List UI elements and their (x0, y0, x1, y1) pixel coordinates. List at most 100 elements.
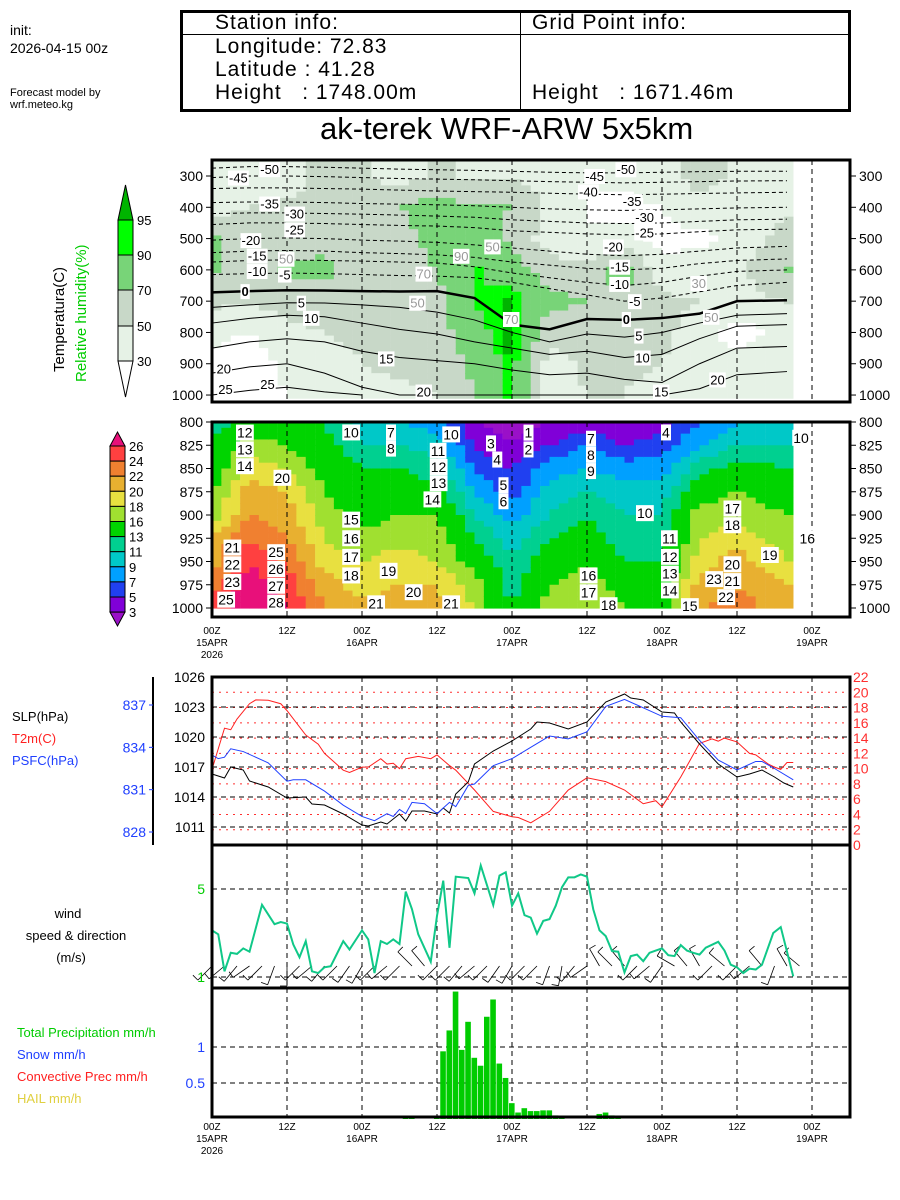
rh-cell (437, 373, 447, 380)
temperature-cell (774, 602, 785, 609)
rh-cell (746, 366, 756, 374)
rh-cell (783, 197, 794, 205)
rh-cell (540, 216, 550, 224)
temperature-cell (680, 532, 691, 539)
temperature-cell (315, 573, 325, 580)
wind-barb-flag (644, 978, 651, 983)
rh-cell (577, 354, 588, 362)
rh-cell (418, 379, 428, 387)
temperature-cell (568, 491, 578, 499)
temperature-cell (324, 480, 335, 487)
temperature-cell (371, 544, 381, 551)
isotherm-label-bg (259, 377, 276, 393)
temperature-cell (371, 503, 381, 510)
rh-cell (380, 210, 391, 218)
rh-cell (221, 310, 231, 318)
temperature-cell (577, 451, 588, 458)
precip-bar (509, 1103, 515, 1119)
temperature-cell (643, 602, 653, 609)
rh-cell (540, 341, 550, 349)
contour-label: 19 (381, 563, 397, 579)
wind-barb (558, 965, 563, 986)
temperature-cell (699, 451, 710, 458)
rh-cell (502, 385, 513, 393)
temperature-cell (680, 497, 691, 504)
temperature-cell (746, 567, 756, 574)
rh-cell (212, 272, 222, 280)
rh-cell (540, 197, 550, 205)
temperature-cell (699, 509, 710, 516)
temperature-cell (540, 573, 550, 580)
rh-cell (333, 335, 344, 343)
isotherm-label: 10 (635, 350, 649, 365)
rh-cell (352, 279, 363, 287)
temperature-cell (643, 590, 653, 597)
temperature-cell (427, 561, 438, 568)
temperature-cell (483, 474, 494, 481)
temperature-cell (502, 509, 513, 516)
temperature-cell (737, 456, 747, 464)
temperature-cell (596, 468, 606, 475)
rh-cell (737, 241, 747, 249)
rh-cell (512, 247, 522, 255)
wind-barb (197, 965, 213, 981)
temperature-cell (774, 578, 785, 586)
rh-cell (558, 266, 569, 274)
contour-label: 20 (406, 584, 422, 600)
temperature-cell (727, 427, 738, 435)
contour-label-bg (386, 440, 396, 457)
temperature-cell (408, 567, 419, 574)
temperature-cell (774, 549, 785, 557)
temperature-cell (662, 456, 672, 464)
rh-cell (774, 222, 785, 230)
temperature-cell (690, 515, 700, 522)
rh-cell (530, 254, 541, 262)
temperature-cell (465, 462, 475, 470)
temperature-cell (662, 474, 672, 481)
temperature-cell (783, 573, 794, 580)
temperature-cell (652, 555, 663, 563)
temperature-cell (680, 503, 691, 510)
temperature-cell (558, 584, 569, 592)
rh-cell (671, 216, 681, 224)
temperature-cell (249, 584, 260, 592)
temperature-cell (530, 520, 541, 528)
contour-label: 23 (706, 571, 722, 587)
rh-cell (699, 298, 710, 305)
contour-label: 17 (343, 549, 359, 565)
temperature-cell (465, 445, 475, 452)
rh-cell (333, 166, 344, 174)
contour-label: 16 (343, 530, 359, 546)
temperature-cell (737, 544, 747, 551)
temperature-cell (427, 520, 438, 528)
precip-bar (521, 1108, 528, 1119)
rh-cell (230, 304, 241, 312)
contour-label-bg (586, 463, 596, 480)
rh-cell (774, 172, 785, 180)
rh-cell (718, 185, 728, 193)
temperature-cell (296, 584, 306, 592)
rh-cell (615, 366, 625, 374)
rh-cell (530, 335, 541, 343)
rh-cell (474, 304, 485, 312)
isotherm-label: 25 (218, 382, 232, 397)
rh-cell (427, 385, 438, 393)
rh-cell (746, 285, 756, 293)
rh-cell (408, 316, 419, 324)
rh-cell (662, 266, 672, 274)
rh-cell (333, 191, 344, 199)
rh-cell (615, 341, 625, 349)
temperature-cell (718, 578, 728, 586)
isotherm-label-bg (609, 259, 631, 275)
rh-cell (427, 197, 438, 205)
rh-cell (502, 291, 513, 299)
rh-cell (258, 279, 269, 287)
temperature-cell (296, 462, 306, 470)
rh-cell (362, 391, 372, 399)
temperature-cell (296, 544, 306, 551)
temperature-cell (352, 451, 363, 458)
temperature-cell (746, 462, 756, 470)
rh-cell (605, 254, 616, 262)
rh-cell (708, 341, 719, 349)
rh-cell (418, 310, 428, 318)
